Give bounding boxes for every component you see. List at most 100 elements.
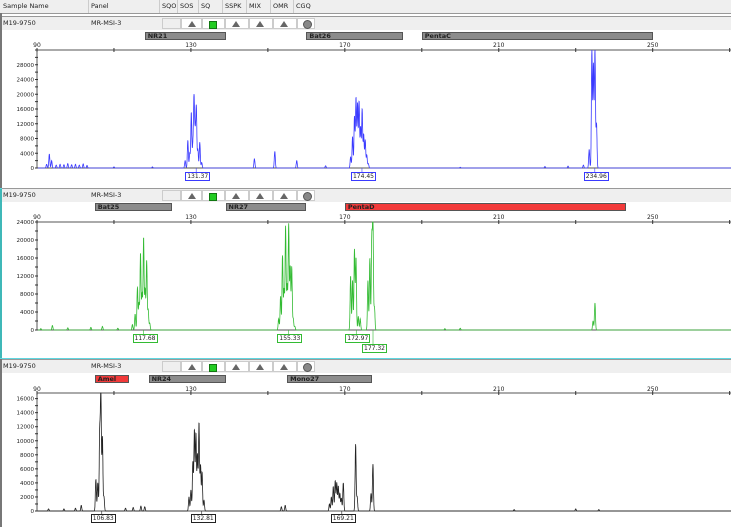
column-header-mix[interactable]: MIX xyxy=(249,2,261,10)
gray-circle-icon xyxy=(303,363,312,372)
quality-cell-sspk[interactable] xyxy=(225,190,249,201)
peak-size-label[interactable]: 106.83 xyxy=(90,514,116,523)
quality-cell-mix[interactable] xyxy=(249,361,273,372)
x-tick-label: 130 xyxy=(185,386,197,393)
quality-cell-sos[interactable] xyxy=(181,190,202,201)
left-border xyxy=(0,13,2,188)
green-square-icon xyxy=(209,21,217,29)
quality-cell-sspk[interactable] xyxy=(225,361,249,372)
column-separator[interactable] xyxy=(270,0,271,13)
peak-size-label[interactable]: 117.68 xyxy=(132,334,158,343)
gray-triangle-icon xyxy=(188,364,196,370)
peak-size-label[interactable]: 169.21 xyxy=(330,514,356,523)
gray-triangle-icon xyxy=(280,193,288,199)
peak-size-label[interactable]: 155.33 xyxy=(277,334,303,343)
y-tick-label: 4000 xyxy=(20,481,34,487)
quality-cell-sq[interactable] xyxy=(202,361,225,372)
column-header-sqo[interactable]: SQO xyxy=(162,2,177,10)
column-separator[interactable] xyxy=(198,0,199,13)
column-separator[interactable] xyxy=(88,0,89,13)
y-tick-label: 12000 xyxy=(17,274,35,280)
x-tick-label: 130 xyxy=(185,42,197,49)
x-tick-label: 170 xyxy=(339,214,351,221)
green-square-icon xyxy=(209,364,217,372)
bin-nr24[interactable]: NR24 xyxy=(148,375,226,383)
quality-cell-sq[interactable] xyxy=(202,190,225,201)
bin-nr21[interactable]: NR21 xyxy=(144,32,226,40)
column-separator[interactable] xyxy=(159,0,160,13)
quality-cell-sqo[interactable] xyxy=(162,18,181,29)
bin-pentad[interactable]: PentaD xyxy=(344,203,626,211)
column-header-sq[interactable]: SQ xyxy=(201,2,211,10)
quality-cell-mix[interactable] xyxy=(249,190,273,201)
column-header-sos[interactable]: SOS xyxy=(180,2,194,10)
peak-size-label[interactable]: 131.37 xyxy=(185,172,211,181)
bin-bat25[interactable]: Bat25 xyxy=(94,203,172,211)
bin-amel[interactable]: Amel xyxy=(94,375,130,383)
peak-size-label[interactable]: 177.32 xyxy=(362,344,387,353)
green-square-icon xyxy=(209,193,217,201)
peak-size-label[interactable]: 132.81 xyxy=(190,514,216,523)
y-tick-label: 0 xyxy=(31,328,35,334)
bin-pentac[interactable]: PentaC xyxy=(421,32,653,40)
y-tick-label: 4000 xyxy=(20,151,34,157)
bin-bat26[interactable]: Bat26 xyxy=(306,32,403,40)
peak-size-label[interactable]: 172.97 xyxy=(345,334,371,343)
peak-size-label[interactable]: 174.45 xyxy=(350,172,376,181)
bin-nr27[interactable]: NR27 xyxy=(225,203,307,211)
column-header-sspk[interactable]: SSPK xyxy=(225,2,242,10)
gray-circle-icon xyxy=(303,192,312,201)
quality-cell-omr[interactable] xyxy=(273,361,297,372)
column-header-panel[interactable]: Panel xyxy=(91,2,109,10)
quality-cell-sqo[interactable] xyxy=(162,190,181,201)
panel-name: MR-MSI-3 xyxy=(91,191,122,199)
sample-name: M19-9750 xyxy=(3,191,36,199)
column-separator[interactable] xyxy=(222,0,223,13)
y-tick-label: 20000 xyxy=(17,238,35,244)
column-header-sample-name[interactable]: Sample Name xyxy=(3,2,49,10)
gray-triangle-icon xyxy=(280,364,288,370)
y-tick-label: 20000 xyxy=(17,92,35,98)
quality-cell-cgq[interactable] xyxy=(297,18,315,29)
x-tick-label: 130 xyxy=(185,214,197,221)
x-tick-label: 210 xyxy=(493,42,505,49)
column-separator[interactable] xyxy=(293,0,294,13)
y-tick-label: 8000 xyxy=(20,292,34,298)
gray-triangle-icon xyxy=(188,21,196,27)
quality-cell-sos[interactable] xyxy=(181,361,202,372)
column-separator[interactable] xyxy=(246,0,247,13)
signal-trace xyxy=(37,221,731,331)
quality-cell-mix[interactable] xyxy=(249,18,273,29)
y-tick-label: 12000 xyxy=(17,425,35,431)
x-tick-label: 250 xyxy=(647,386,659,393)
peak-size-label[interactable]: 234.96 xyxy=(583,172,609,181)
column-separator[interactable] xyxy=(177,0,178,13)
column-header-cgq[interactable]: CGQ xyxy=(296,2,311,10)
gray-triangle-icon xyxy=(280,21,288,27)
column-header-omr[interactable]: OMR xyxy=(273,2,289,10)
quality-cell-cgq[interactable] xyxy=(297,361,315,372)
quality-cell-cgq[interactable] xyxy=(297,190,315,201)
sample-row[interactable]: M19-9750 MR-MSI-3 xyxy=(2,16,731,30)
quality-cell-sq[interactable] xyxy=(202,18,225,29)
gray-triangle-icon xyxy=(188,193,196,199)
quality-cell-sqo[interactable] xyxy=(162,361,181,372)
quality-cell-sos[interactable] xyxy=(181,18,202,29)
x-tick-label: 170 xyxy=(339,386,351,393)
bin-mono27[interactable]: Mono27 xyxy=(287,375,372,383)
x-tick-label: 170 xyxy=(339,42,351,49)
y-tick-label: 24000 xyxy=(17,220,35,226)
sample-row[interactable]: M19-9750 MR-MSI-3 xyxy=(2,359,731,373)
gray-triangle-icon xyxy=(256,21,264,27)
quality-cell-omr[interactable] xyxy=(273,190,297,201)
left-border xyxy=(0,358,2,527)
quality-cell-sspk[interactable] xyxy=(225,18,249,29)
x-tick-label: 250 xyxy=(647,214,659,221)
x-tick-label: 90 xyxy=(33,214,41,221)
y-tick-label: 8000 xyxy=(20,453,34,459)
quality-cell-omr[interactable] xyxy=(273,18,297,29)
sample-row[interactable]: M19-9750 MR-MSI-3 xyxy=(2,188,731,202)
sample-name: M19-9750 xyxy=(3,362,36,370)
